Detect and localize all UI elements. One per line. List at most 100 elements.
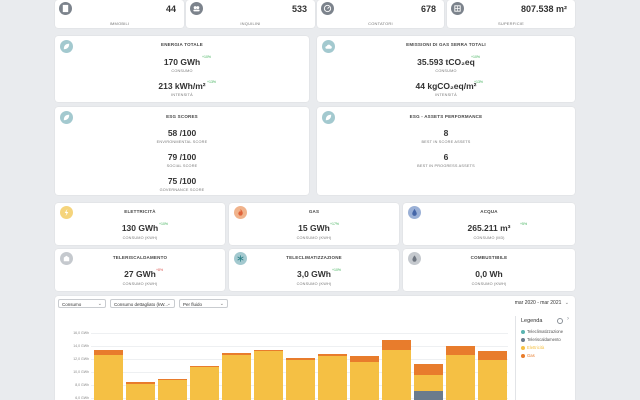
bar-segment-gas[interactable] xyxy=(477,351,507,361)
best-in-progress-value: 6 xyxy=(443,152,449,162)
chart-bar[interactable] xyxy=(477,320,507,400)
chart-bar[interactable] xyxy=(254,320,284,400)
utility-title: GAS xyxy=(308,209,320,214)
gear-icon[interactable] xyxy=(557,318,563,324)
bar-segment-electricity[interactable] xyxy=(126,384,156,400)
bar-segment-gas[interactable] xyxy=(286,358,315,361)
best-in-progress-label: BEST IN PROGRESS ASSETS xyxy=(417,164,475,168)
esg-scores-card: ESG SCORES 58 /100 ENVIRONMENTAL SCORE 7… xyxy=(55,107,309,195)
bar-segment-gas[interactable] xyxy=(190,365,220,367)
leaf-icon xyxy=(322,111,335,124)
energy-intensity-label: INTENSITÀ xyxy=(171,93,193,97)
legend-label: Teleclimatizzazione xyxy=(527,329,564,334)
utility-card-electricity: ELETTRICITÀ 130 GWh +10% CONSUMO (KWH) xyxy=(55,203,225,245)
bar-segment-electricity[interactable] xyxy=(317,356,347,400)
bar-segment-gas[interactable] xyxy=(126,381,156,385)
stat-card-meters: 678 CONTATORI xyxy=(317,0,444,28)
emissions-intensity-label: INTENSITÀ xyxy=(435,93,457,97)
legend-item[interactable]: Gas xyxy=(521,352,563,359)
bar-segment-gas[interactable] xyxy=(349,356,379,362)
bar-segment-gas[interactable] xyxy=(158,378,188,380)
bar-segment-gas[interactable] xyxy=(413,364,443,375)
chart-bar[interactable] xyxy=(126,320,156,400)
utility-value: 265.211 m³ xyxy=(467,223,511,233)
bar-segment-electricity[interactable] xyxy=(190,366,220,400)
legend-item[interactable]: Elettricità xyxy=(521,344,563,351)
legend-swatch xyxy=(521,353,525,358)
utility-card-district-cooling: TELECLIMATIZZAZIONE 3,0 GWh +10% CONSUMO… xyxy=(229,249,399,291)
group-select[interactable]: Per fluido ⌄ xyxy=(179,299,228,308)
governance-score-value: 75 /100 xyxy=(167,176,197,186)
y-tick-label: 16,0 GWh xyxy=(73,331,89,335)
energy-card: ENERGIA TOTALE 170 GWh +10% CONSUMO 213 … xyxy=(55,36,309,102)
date-range-picker[interactable]: mar 2020 - mar 2021 ⌄ xyxy=(515,299,569,308)
gridline xyxy=(91,333,508,334)
utility-label: CONSUMO (KWH) xyxy=(122,282,158,286)
meters-label: CONTATORI xyxy=(368,21,393,26)
utility-label: CONSUMO (KWH) xyxy=(122,236,158,240)
bar-segment-electricity[interactable] xyxy=(254,351,284,400)
y-tick-label: 12,0 GWh xyxy=(73,357,89,361)
group-select-value: Per fluido xyxy=(183,302,203,307)
chart-bar[interactable] xyxy=(317,320,347,400)
legend-swatch xyxy=(521,337,525,342)
area-label: SUPERFICIE xyxy=(497,21,524,26)
bar-segment-gas[interactable] xyxy=(317,354,347,357)
stat-card-area: 807.538 m² SUPERFICIE xyxy=(447,0,575,28)
y-tick-label: 8,0 GWh xyxy=(75,383,89,387)
chart-bar[interactable] xyxy=(158,320,188,400)
utility-card-district-heating: TELERISCALDAMENTO 27 GWh +8% CONSUMO (KW… xyxy=(55,249,225,291)
bar-segment-gas[interactable] xyxy=(94,349,124,356)
bar-segment-electricity[interactable] xyxy=(158,379,188,400)
chart-bar[interactable] xyxy=(445,320,475,400)
building-icon xyxy=(59,2,72,15)
stat-card-tenants: 533 INQUILINI xyxy=(186,0,315,28)
emissions-consumption-value: 35.593 tCO₂eq xyxy=(417,57,475,67)
bar-segment-gas[interactable] xyxy=(381,339,411,350)
district-heating-icon xyxy=(60,252,73,265)
bar-segment-electricity[interactable] xyxy=(286,360,315,400)
buildings-count: 44 xyxy=(165,4,176,14)
chart-bar[interactable] xyxy=(190,320,220,400)
chart-bar[interactable] xyxy=(413,320,443,400)
chart-bar[interactable] xyxy=(286,320,315,400)
bar-segment-district-heating[interactable] xyxy=(413,391,443,400)
environmental-score-value: 58 /100 xyxy=(167,128,197,138)
flame-icon xyxy=(234,206,247,219)
chart-bar[interactable] xyxy=(94,320,124,400)
stat-card-buildings: 44 IMMOBILI xyxy=(55,0,184,28)
energy-intensity-value: 213 kWh/m² xyxy=(158,81,206,91)
bar-segment-gas[interactable] xyxy=(222,353,252,356)
chart-bar[interactable] xyxy=(222,320,252,400)
bar-segment-gas[interactable] xyxy=(254,349,284,352)
emissions-consumption-label: CONSUMO xyxy=(435,69,457,73)
legend-label: Teleriscaldamento xyxy=(527,337,561,342)
legend-item[interactable]: Teleriscaldamento xyxy=(521,336,563,343)
bar-segment-gas[interactable] xyxy=(445,346,475,356)
utility-value: 0,0 Wh xyxy=(475,269,503,279)
legend-list: Teleclimatizzazione Teleriscaldamento Elet… xyxy=(521,328,563,360)
chart-bar[interactable] xyxy=(349,320,379,400)
energy-consumption-delta: +10% xyxy=(202,55,212,59)
chevron-right-icon[interactable]: › xyxy=(567,316,569,322)
emissions-intensity-value: 44 kgCO₂eq/m² xyxy=(415,81,477,91)
bar-segment-electricity[interactable] xyxy=(381,349,411,400)
utility-title: ACQUA xyxy=(480,209,498,214)
metric-select[interactable]: Consumo ⌄ xyxy=(58,299,106,308)
chart-bar[interactable] xyxy=(381,320,411,400)
bar-segment-electricity[interactable] xyxy=(349,361,379,400)
legend-item[interactable]: Teleclimatizzazione xyxy=(521,328,563,335)
tenants-label: INQUILINI xyxy=(240,21,261,26)
bar-segment-electricity[interactable] xyxy=(222,355,252,400)
bar-segment-electricity[interactable] xyxy=(94,355,124,400)
energy-consumption-value: 170 GWh xyxy=(163,57,201,67)
bar-segment-electricity[interactable] xyxy=(477,360,507,400)
utility-value: 15 GWh xyxy=(298,223,330,233)
date-range-value: mar 2020 - mar 2021 xyxy=(514,300,562,306)
detail-select[interactable]: Consumo dettagliato (kW... ⌄ xyxy=(110,299,175,308)
environmental-score-label: ENVIRONMENTAL SCORE xyxy=(156,140,208,144)
bar-segment-electricity[interactable] xyxy=(445,355,475,400)
area-icon xyxy=(451,2,464,15)
emissions-title: EMISSIONI DI GAS SERRA TOTALI xyxy=(406,42,486,47)
snowflake-icon xyxy=(234,252,247,265)
